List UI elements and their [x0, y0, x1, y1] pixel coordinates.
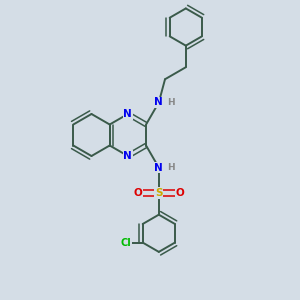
Text: H: H: [167, 98, 175, 107]
Text: H: H: [167, 163, 175, 172]
Text: N: N: [154, 163, 163, 172]
Text: O: O: [176, 188, 184, 198]
Text: N: N: [124, 109, 132, 119]
Text: N: N: [154, 98, 163, 107]
Text: N: N: [124, 151, 132, 161]
Text: Cl: Cl: [121, 238, 132, 248]
Text: S: S: [155, 188, 163, 198]
Text: O: O: [134, 188, 142, 198]
